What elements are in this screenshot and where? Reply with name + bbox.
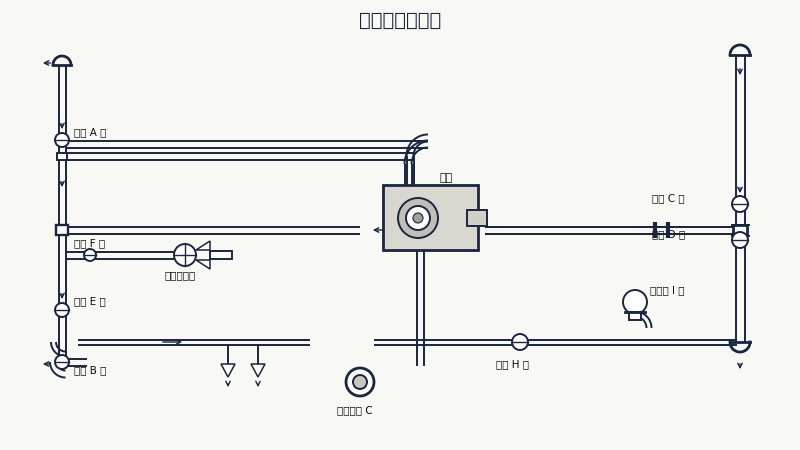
Circle shape <box>55 133 69 147</box>
Circle shape <box>174 244 196 266</box>
Polygon shape <box>251 364 265 377</box>
Bar <box>733 225 747 235</box>
Polygon shape <box>196 241 210 250</box>
Circle shape <box>413 213 423 223</box>
Circle shape <box>398 198 438 238</box>
Bar <box>57 153 67 160</box>
Circle shape <box>84 249 96 261</box>
Text: 球阀 E 开: 球阀 E 开 <box>74 296 106 306</box>
Text: 洒水、浇灌花木: 洒水、浇灌花木 <box>359 10 441 30</box>
Bar <box>467 210 487 226</box>
Polygon shape <box>196 260 210 269</box>
Text: 球阀 A 开: 球阀 A 开 <box>74 127 106 137</box>
Text: 洒水炮出口: 洒水炮出口 <box>164 270 196 280</box>
Text: 水泵: 水泵 <box>440 173 454 183</box>
Text: 球阀 F 关: 球阀 F 关 <box>74 238 105 248</box>
Circle shape <box>55 303 69 317</box>
Text: 球阀 B 开: 球阀 B 开 <box>74 365 106 375</box>
Circle shape <box>353 375 367 389</box>
Text: 球阀 D 开: 球阀 D 开 <box>652 229 686 239</box>
Polygon shape <box>221 364 235 377</box>
Bar <box>56 225 68 235</box>
Circle shape <box>623 290 647 314</box>
Circle shape <box>512 334 528 350</box>
Circle shape <box>55 355 69 369</box>
Text: 三通球阀 C: 三通球阀 C <box>337 405 373 415</box>
Text: 球阀 C 开: 球阀 C 开 <box>652 193 685 203</box>
Text: 消防栓 I 关: 消防栓 I 关 <box>650 285 685 295</box>
Text: 球阀 H 关: 球阀 H 关 <box>495 359 529 369</box>
Circle shape <box>732 196 748 212</box>
Circle shape <box>732 232 748 248</box>
Circle shape <box>346 368 374 396</box>
Bar <box>383 185 478 250</box>
Bar <box>210 251 232 259</box>
Circle shape <box>406 206 430 230</box>
Bar <box>629 312 641 320</box>
